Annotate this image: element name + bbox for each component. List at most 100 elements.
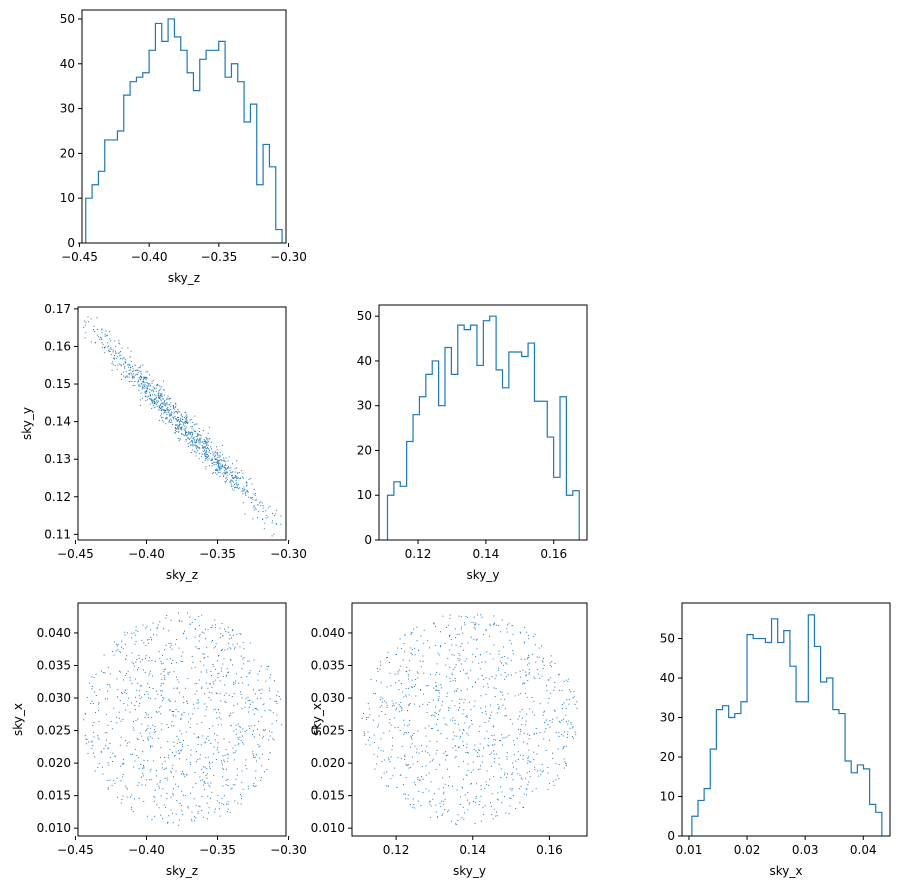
scatter-point (433, 623, 435, 625)
scatter-point (387, 757, 389, 759)
scatter-point (544, 722, 546, 724)
scatter-point (540, 645, 542, 647)
scatter-point (435, 712, 437, 714)
scatter-point (179, 730, 181, 732)
scatter-point (480, 707, 482, 709)
scatter-point (506, 631, 508, 633)
scatter-point (236, 484, 238, 486)
scatter-point (145, 371, 147, 373)
scatter-point (234, 682, 236, 684)
scatter-point (208, 441, 210, 443)
scatter-point (245, 765, 247, 767)
scatter-point (481, 675, 483, 677)
scatter-point (161, 420, 163, 422)
scatter-point (107, 666, 109, 668)
scatter-point (501, 662, 503, 664)
scatter-point (181, 620, 183, 622)
scatter-point (174, 431, 176, 433)
scatter-point (266, 666, 268, 668)
scatter-point (236, 478, 238, 480)
scatter-point (90, 318, 92, 320)
scatter-point (157, 395, 159, 397)
scatter-point (182, 743, 183, 745)
scatter-point (162, 662, 164, 664)
scatter-point (169, 748, 171, 750)
scatter-point (259, 689, 261, 691)
scatter-point (226, 675, 228, 677)
x-axis-label: sky_z (166, 864, 198, 878)
scatter-point (207, 629, 209, 631)
scatter-point (216, 461, 218, 463)
scatter-point (92, 725, 94, 727)
scatter-point (157, 624, 159, 626)
scatter-point (473, 622, 475, 624)
scatter-point (127, 670, 129, 672)
scatter-point (471, 723, 473, 725)
scatter-point (389, 672, 391, 674)
scatter-point (213, 461, 215, 463)
scatter-point (151, 383, 153, 385)
scatter-point (563, 758, 565, 760)
scatter-point (442, 787, 444, 789)
scatter-point (498, 667, 500, 669)
scatter-point (238, 726, 240, 728)
scatter-point (165, 644, 167, 646)
scatter-point (558, 673, 560, 675)
scatter-point (248, 478, 250, 480)
y-tick-label: 0.020 (37, 756, 71, 770)
scatter-point (147, 727, 149, 729)
scatter-point (253, 782, 255, 784)
scatter-point (446, 695, 448, 697)
scatter-point (164, 760, 166, 762)
scatter-point (205, 775, 207, 777)
scatter-point (404, 754, 406, 756)
scatter-point (402, 691, 404, 693)
scatter-point (113, 357, 115, 359)
scatter-point (386, 705, 388, 707)
scatter-point (558, 764, 560, 766)
scatter-point (187, 437, 189, 439)
scatter-point (444, 642, 446, 644)
scatter-point (155, 402, 157, 404)
scatter-point (483, 747, 485, 749)
scatter-point (486, 770, 488, 772)
scatter-point (131, 753, 133, 755)
scatter-point (417, 800, 419, 802)
scatter-point (199, 441, 201, 443)
scatter-point (466, 751, 468, 753)
scatter-point (162, 818, 164, 820)
scatter-point (181, 432, 183, 434)
scatter-point (520, 785, 522, 787)
scatter-point (444, 759, 446, 761)
scatter-point (237, 744, 239, 746)
scatter-point (459, 729, 461, 731)
scatter-point (266, 769, 268, 771)
scatter-point (275, 522, 277, 524)
scatter-point (158, 406, 160, 408)
scatter-point (216, 458, 218, 460)
scatter-point (241, 798, 243, 800)
scatter-point (152, 399, 154, 401)
scatter-point (432, 714, 434, 716)
scatter-point (443, 793, 445, 795)
scatter-point (479, 743, 481, 745)
scatter-point (269, 505, 271, 507)
scatter-point (138, 768, 140, 770)
scatter-point (140, 764, 142, 766)
scatter-point (474, 822, 476, 824)
scatter-point (134, 365, 136, 367)
scatter-point (101, 328, 103, 330)
scatter-point (549, 726, 551, 728)
scatter-point (180, 718, 182, 720)
scatter-point (266, 515, 268, 517)
scatter-point (485, 630, 487, 632)
scatter-point (447, 768, 449, 770)
scatter-point (197, 433, 199, 435)
scatter-point (245, 759, 247, 761)
scatter-point (186, 702, 188, 704)
scatter-point (141, 735, 143, 737)
scatter-point (231, 485, 233, 487)
scatter-point (191, 426, 193, 428)
y-tick-label: 0.010 (311, 821, 345, 835)
scatter-point (238, 483, 240, 485)
